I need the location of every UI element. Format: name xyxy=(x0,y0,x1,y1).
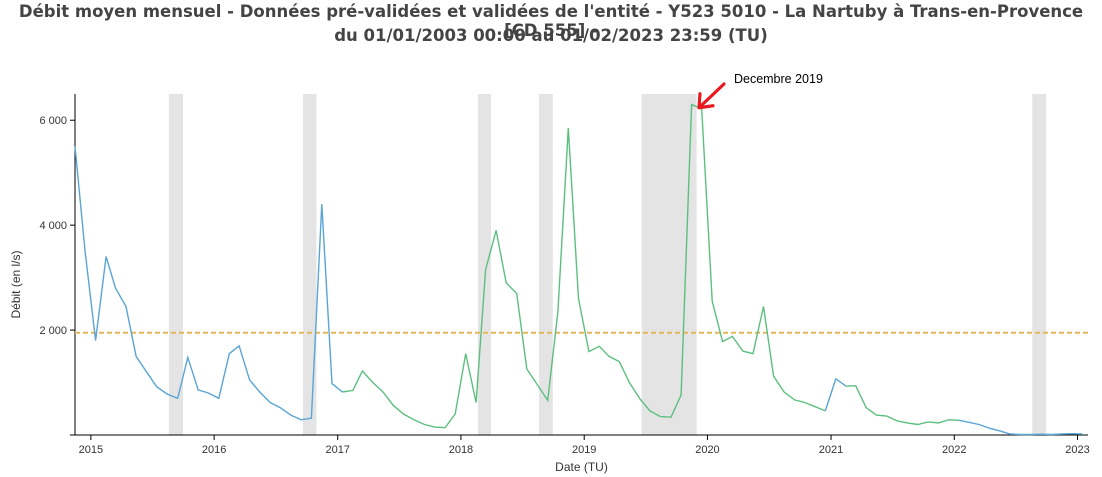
x-tick-label: 2015 xyxy=(79,444,103,456)
series-line xyxy=(824,377,847,412)
missing-data-band xyxy=(302,94,317,435)
missing-data-band xyxy=(168,94,184,435)
missing-data-band xyxy=(538,94,553,435)
x-tick-label: 2023 xyxy=(1065,444,1089,456)
series-line xyxy=(846,384,960,426)
chart-title-line-1: Débit moyen mensuel - Données pré-validé… xyxy=(18,2,1084,40)
annotation-text: Decembre 2019 xyxy=(734,72,823,86)
series-line xyxy=(342,103,826,429)
x-tick-label: 2018 xyxy=(449,444,473,456)
annotation: Decembre 2019 xyxy=(697,72,823,110)
x-axis-ticks: 2015 2016 2017 2018 2019 2020 2021 2022 2023 xyxy=(79,435,1090,456)
y-tick-label: 4 000 xyxy=(39,220,67,232)
x-tick-label: 2016 xyxy=(202,444,226,456)
x-tick-label: 2021 xyxy=(819,444,843,456)
x-tick-label: 2022 xyxy=(942,444,966,456)
chart-title-line-2: du 01/01/2003 00:00 au 01/02/2023 23:59 … xyxy=(334,26,768,45)
series-line xyxy=(958,419,1083,436)
y-tick-label: 2 000 xyxy=(39,325,67,337)
y-tick-label: 6 000 xyxy=(39,115,67,127)
missing-data-band xyxy=(641,94,697,435)
annotation-arrow-icon xyxy=(697,82,726,110)
y-axis-ticks: 2 000 4 000 6 000 xyxy=(39,115,75,436)
x-tick-label: 2020 xyxy=(695,444,719,456)
x-axis-label: Date (TU) xyxy=(555,460,608,474)
x-tick-label: 2017 xyxy=(325,444,349,456)
missing-data-band xyxy=(1032,94,1047,435)
x-tick-label: 2019 xyxy=(572,444,596,456)
missing-data-bands xyxy=(168,94,1047,435)
axes xyxy=(74,94,1088,436)
series-line xyxy=(74,146,343,421)
y-axis-label: Débit (en l/s) xyxy=(9,250,23,318)
missing-data-band xyxy=(477,94,492,435)
series-lines xyxy=(74,103,1083,436)
